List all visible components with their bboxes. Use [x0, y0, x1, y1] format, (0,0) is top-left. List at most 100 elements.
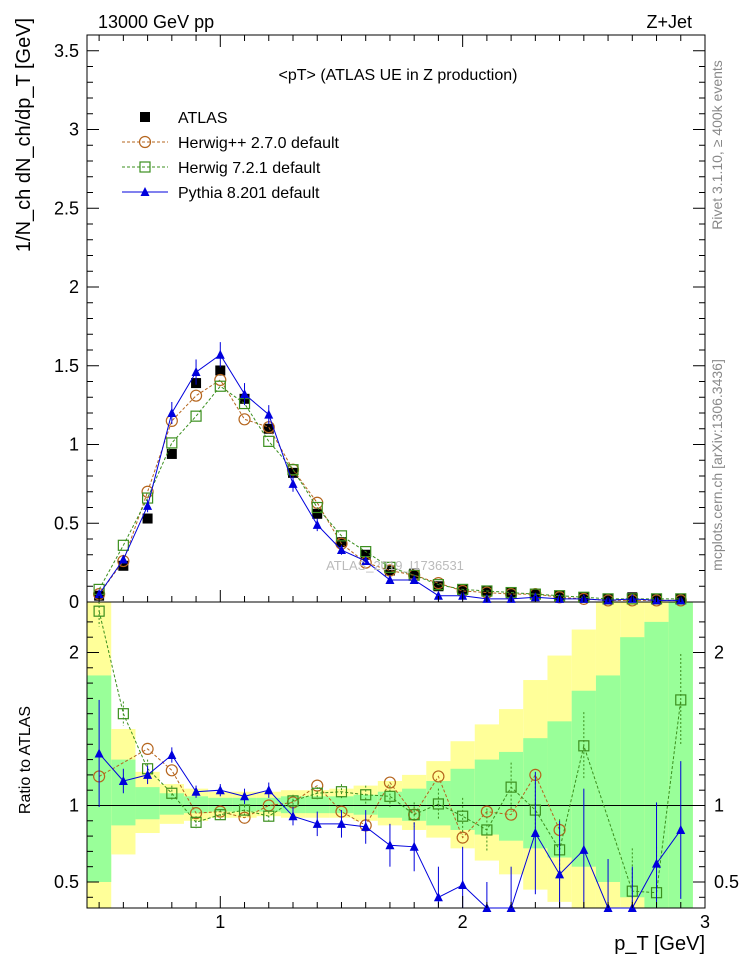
main-herwig-7-2-1-default-point	[263, 435, 275, 447]
x-axis-label: p_T [GeV]	[614, 933, 705, 955]
mcplots-label: mcplots.cern.ch [arXiv:1306.3436]	[709, 359, 725, 571]
main-herwig-7-2-1-default-point	[311, 501, 323, 514]
main-y-tick-label: 3	[69, 120, 79, 140]
ratio-herwig-7-2-1-default-point	[287, 795, 299, 807]
ratio-y-tick-label: 0.5	[54, 872, 79, 892]
main-atlas-point	[263, 423, 274, 434]
header-right: Z+Jet	[646, 12, 692, 32]
main-y-tick-label: 1	[69, 435, 79, 455]
main-pythia-8-201-default-point	[167, 408, 177, 417]
ratio-pythia-8-201-default-point	[361, 821, 371, 831]
main-herwig-7-2-1-default-point	[166, 437, 178, 449]
band-inner	[474, 759, 499, 835]
ratio-herwig-2-7-0-default-point	[189, 807, 203, 820]
band-inner	[329, 796, 354, 814]
ratio-y-tick-label: 1	[69, 795, 79, 815]
main-herwig-7-2-1-default-point	[214, 380, 226, 392]
ratio-pythia-8-201-default-point	[288, 811, 298, 821]
ratio-herwig-7-2-1-default-point	[360, 789, 372, 801]
main-pythia-8-201-default-point	[191, 367, 201, 377]
ratio-herwig-7-2-1-default-point	[432, 798, 445, 810]
ratio-pythia-8-201-default-point	[215, 785, 225, 795]
ratio-plot-frame	[86, 601, 706, 909]
ratio-herwig-2-7-0-default-point	[165, 764, 178, 777]
band-inner	[426, 781, 451, 826]
ratio-herwig-7-2-1-default-point	[117, 708, 129, 720]
ratio-pythia-8-201-default-point	[94, 748, 104, 758]
band-inner	[135, 787, 160, 820]
ratio-pythia-8-201-default-point	[433, 892, 443, 902]
ratio-herwig-2-7-0-default-point	[238, 811, 251, 824]
main-herwig-7-2-1-default-point	[384, 561, 396, 573]
main-pythia-8-201-default-point	[240, 389, 250, 399]
main-atlas-point	[288, 467, 298, 478]
main-y-tick-label: 2	[69, 277, 79, 297]
main-atlas-point	[166, 448, 177, 459]
main-y-tick-label: 2.5	[54, 198, 79, 218]
ratio-pythia-8-201-default-point	[530, 828, 540, 838]
main-pythia-8-201-default-point	[118, 554, 128, 564]
ratio-pythia-8-201-default-point	[336, 818, 346, 828]
legend-atlas-label: ATLAS	[178, 110, 228, 127]
legend-pythia-8-201-default-label: Pythia 8.201 default	[178, 185, 320, 202]
main-pythia-8-201-default-point	[215, 349, 225, 359]
ratio-herwig-7-2-1-default-point	[190, 816, 202, 828]
ratio-series	[93, 602, 687, 912]
legend-herwig-2-7-0-default-marker	[138, 135, 152, 149]
main-y-tick-label: 3.5	[54, 41, 79, 61]
ratio-y-axis-label: Ratio to ATLAS	[17, 706, 34, 814]
ratio-herwig-7-2-1-default-point	[578, 740, 590, 752]
ratio-pythia-8-201-default-point	[167, 750, 177, 759]
main-pythia-8-201-default-point	[385, 574, 395, 584]
main-atlas-point	[215, 365, 226, 376]
main-pythia-8-201-default-point	[143, 500, 153, 510]
band-inner	[159, 793, 184, 815]
main-pythia-8-201-default-point	[336, 545, 346, 555]
main-herwig-7-2-1-default-point	[190, 410, 202, 422]
main-y-axis-label: 1/N_ch dN_ch/dp_T [GeV]	[13, 18, 35, 252]
main-atlas-point	[142, 513, 153, 524]
main-atlas-point	[409, 568, 420, 579]
watermark: ATLAS_2019_I1736531	[326, 558, 464, 573]
ratio-pythia-8-201-default-point	[118, 776, 128, 786]
ratio-herwig-7-2-1-default-point	[505, 781, 517, 793]
main-pythia-8-201-default-point	[264, 409, 274, 419]
axis-ticks: 1 2 3 0 0.5 1 1.5 2 2.5 3 3.5 0.5 0.5 1 1 2 2	[54, 35, 739, 932]
main-pythia-8-201-default-point	[361, 556, 371, 566]
ratio-herwig-2-7-0-default-point	[456, 831, 469, 844]
ratio-pythia-8-201-default-point	[312, 818, 322, 828]
ratio-herwig-7-2-1-default-point	[311, 787, 323, 799]
ratio-herwig-7-2-1-default-point	[214, 809, 226, 821]
main-atlas-point	[384, 565, 395, 576]
main-herwig-7-2-1-default-point	[117, 539, 129, 551]
ratio-herwig-2-7-0-default-point	[505, 808, 518, 821]
legend-pythia-8-201-default-marker	[140, 187, 150, 196]
main-herwig-2-7-0-default-point	[189, 389, 203, 402]
ratio-herwig-7-2-1-default-point	[263, 810, 275, 822]
main-atlas-point	[336, 537, 347, 548]
plot-title: <pT> (ATLAS UE in Z production)	[279, 67, 518, 84]
ratio-pythia-8-201-default-point	[409, 841, 419, 851]
ratio-herwig-7-2-1-default-point	[408, 809, 420, 821]
ratio-herwig-7-2-1-default-point	[166, 787, 178, 799]
main-pythia-8-201-default-point	[409, 574, 419, 584]
main-atlas-point	[360, 549, 371, 560]
ratio-pythia-8-201-default-point	[676, 824, 686, 834]
main-atlas-point	[312, 508, 323, 519]
band-inner	[353, 794, 378, 815]
ratio-pythia-8-201-default-point	[555, 869, 565, 879]
ratio-herwig-2-7-0-default-line	[98, 748, 561, 839]
main-atlas-point	[433, 581, 444, 592]
ratio-y-tick-label-right: 1	[714, 795, 724, 815]
main-pythia-8-201-default-point	[433, 590, 443, 600]
main-y-tick-label: 1.5	[54, 356, 79, 376]
legend: ATLAS Herwig++ 2.7.0 default Herwig 7.2.1 …	[122, 110, 340, 202]
band-inner	[305, 796, 330, 814]
ratio-pythia-8-201-default-point	[652, 858, 662, 868]
ratio-y-tick-label-right: 0.5	[714, 872, 739, 892]
main-herwig-2-7-0-default-point	[238, 413, 251, 426]
main-pythia-8-201-default-point	[94, 589, 104, 599]
rivet-label: Rivet 3.1.10, ≥ 400k events	[709, 60, 725, 230]
ratio-herwig-2-7-0-default-point	[141, 742, 154, 755]
